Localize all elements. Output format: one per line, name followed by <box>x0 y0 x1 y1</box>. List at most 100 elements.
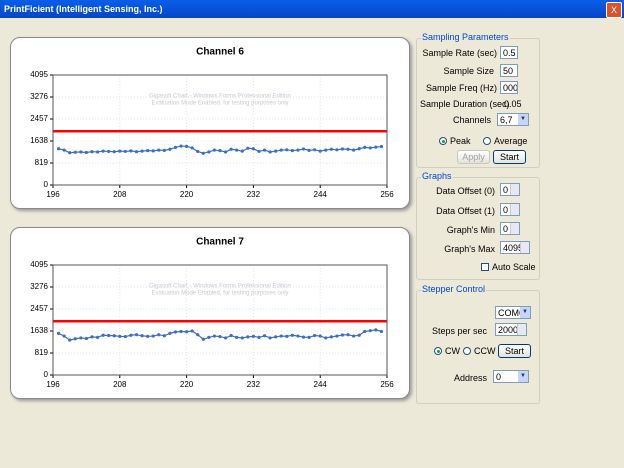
data-point <box>157 333 161 337</box>
data-point <box>307 148 311 152</box>
label: Sample Rate (sec) <box>422 48 497 58</box>
data-point <box>101 333 105 337</box>
text-input[interactable]: 50 <box>500 64 518 77</box>
x-tick-label: 256 <box>380 380 394 389</box>
close-button[interactable]: X <box>606 2 622 18</box>
start-button[interactable]: Start <box>498 344 531 358</box>
label: Sample Duration (sec) <box>420 99 510 109</box>
data-point <box>301 335 306 339</box>
data-point <box>262 334 267 338</box>
data-point <box>307 335 311 339</box>
chart: Channel 6 0 819 1638 2457 3276 4095 196 208 220 23… <box>30 47 394 199</box>
data-point <box>290 149 294 153</box>
y-tick-label: 3276 <box>30 282 48 291</box>
data-point <box>246 335 250 339</box>
data-point <box>134 333 139 337</box>
data-point <box>262 148 267 152</box>
value-display: 0.05 <box>504 99 522 109</box>
y-tick-label: 4095 <box>30 70 48 79</box>
spinner <box>510 184 519 195</box>
combo-box[interactable]: COM6 ▼ <box>495 306 531 319</box>
watermark: Gigasoft Chart - Windows Forms Professio… <box>149 94 291 100</box>
radio-button[interactable] <box>434 347 442 355</box>
combo-arrow: ▼ <box>518 371 528 382</box>
apply-button[interactable]: Apply <box>457 150 490 164</box>
data-point <box>190 146 194 150</box>
spin-value: 20000 <box>498 325 524 335</box>
data-point <box>257 149 261 154</box>
data-point <box>123 334 127 339</box>
data-point <box>374 328 378 332</box>
spin-input[interactable]: 0 <box>500 203 520 216</box>
x-tick-label: 220 <box>180 190 194 199</box>
combo-box[interactable]: 6,7 ▼ <box>497 113 529 126</box>
data-point <box>285 148 289 152</box>
data-point <box>235 335 239 339</box>
text-input[interactable]: 0.5 <box>500 46 518 59</box>
data-point <box>84 336 88 341</box>
data-point <box>79 336 83 340</box>
data-point <box>218 334 222 339</box>
data-point <box>246 146 250 150</box>
data-point <box>112 334 116 338</box>
data-point <box>329 147 333 151</box>
data-point <box>313 333 317 338</box>
data-point <box>346 147 350 151</box>
combo-box[interactable]: 0 ▼ <box>493 370 529 383</box>
data-point <box>335 334 339 338</box>
data-point <box>340 333 345 337</box>
data-point <box>296 148 300 152</box>
data-point <box>134 150 139 154</box>
data-point <box>62 148 66 152</box>
x-tick-label: 244 <box>314 380 328 389</box>
spin-value: 4095 <box>503 243 524 253</box>
data-point <box>179 144 183 148</box>
data-point <box>173 145 178 149</box>
data-point <box>140 334 144 338</box>
data-point <box>368 146 372 150</box>
data-point <box>73 150 77 154</box>
label: Address <box>453 373 487 383</box>
label: Graph's Min <box>446 225 495 235</box>
chart-title: Channel 7 <box>196 237 244 248</box>
data-point <box>201 337 205 341</box>
combo-arrow: ▼ <box>518 114 528 125</box>
data-point <box>196 149 200 154</box>
data-point <box>162 334 166 338</box>
spin-input[interactable]: 4095 <box>500 241 530 254</box>
data-point <box>107 149 111 154</box>
data-point <box>268 150 272 154</box>
label: Sample Size <box>443 66 494 76</box>
data-point <box>296 334 300 338</box>
group-title: Sampling Parameters <box>421 32 510 42</box>
start-button[interactable]: Start <box>493 150 526 164</box>
data-point <box>62 334 66 338</box>
data-point <box>223 150 228 154</box>
data-point <box>101 149 105 153</box>
data-point <box>68 338 72 342</box>
text-input[interactable]: 000 <box>500 81 518 94</box>
chart: Channel 7 0 819 1638 2457 3276 4095 196 208 220 23… <box>30 237 394 389</box>
data-point <box>335 148 339 152</box>
spinner <box>520 242 529 253</box>
group-title: Graphs <box>421 171 453 181</box>
spin-input[interactable]: 0 <box>500 183 520 196</box>
spin-value: 0 <box>503 185 509 195</box>
data-point <box>118 334 122 338</box>
checkbox[interactable] <box>481 263 489 271</box>
radio-button[interactable] <box>483 137 491 145</box>
data-point <box>90 150 94 154</box>
watermark: Evaluation Mode Enabled, for testing pur… <box>151 101 288 107</box>
data-point <box>90 335 94 339</box>
data-point <box>257 335 261 339</box>
spin-input[interactable]: 0 <box>500 222 520 235</box>
data-point <box>196 333 200 337</box>
x-tick-label: 244 <box>314 190 328 199</box>
watermark: Evaluation Mode Enabled, for testing pur… <box>151 291 288 297</box>
data-point <box>363 145 367 149</box>
radio-button[interactable] <box>439 137 447 145</box>
data-point <box>235 148 239 152</box>
plot-border <box>52 264 388 376</box>
radio-button[interactable] <box>463 347 471 355</box>
spin-input[interactable]: 20000 <box>495 323 527 336</box>
